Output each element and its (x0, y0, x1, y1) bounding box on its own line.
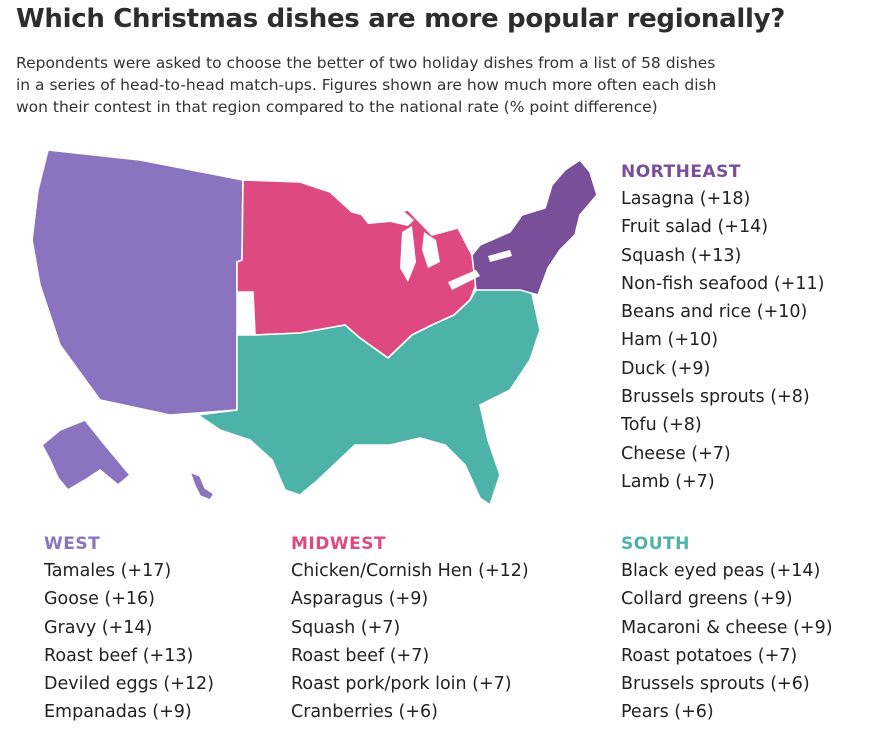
northeast-item: Fruit salad (+14) (621, 217, 769, 238)
region-northeast-shape (471, 159, 598, 296)
region-west-shape (31, 149, 244, 416)
midwest-heading: MIDWEST (291, 534, 387, 554)
west-item: Gravy (+14) (44, 617, 153, 638)
south-item: Black eyed peas (+14) (621, 561, 821, 581)
midwest-item: Roast beef (+7) (291, 645, 430, 666)
great-lakes (422, 232, 440, 268)
northeast-item: Lamb (+7) (621, 471, 715, 492)
south-heading: SOUTH (621, 534, 690, 554)
page-title: Which Christmas dishes are more popular … (16, 4, 786, 34)
midwest-item: Roast pork/pork loin (+7) (291, 674, 512, 695)
hawaii-shape (189, 471, 215, 501)
alaska-shape (41, 419, 131, 491)
south-item: Collard greens (+9) (621, 589, 793, 610)
midwest-item: Chicken/Cornish Hen (+12) (291, 561, 529, 581)
midwest-item: Cranberries (+6) (291, 702, 438, 723)
subtitle: Repondents were asked to choose the bett… (16, 52, 876, 118)
midwest-list: MIDWEST Chicken/Cornish Hen (+12) Aspara… (291, 531, 529, 727)
great-lakes (488, 250, 512, 262)
great-lakes (400, 226, 416, 282)
northeast-item: Ham (+10) (621, 330, 719, 351)
west-item: Goose (+16) (44, 589, 156, 610)
subtitle-line: in a series of head-to-head match-ups. F… (16, 76, 717, 94)
south-item: Macaroni & cheese (+9) (621, 617, 833, 638)
subtitle-line: Repondents were asked to choose the bett… (16, 54, 716, 72)
northeast-item: Brussels sprouts (+8) (621, 387, 810, 408)
midwest-item: Squash (+7) (291, 617, 401, 638)
northeast-item: Duck (+9) (621, 358, 711, 379)
south-list: SOUTH Black eyed peas (+14) Collard gree… (621, 531, 833, 727)
northeast-item: Tofu (+8) (621, 415, 702, 436)
south-item: Pears (+6) (621, 702, 714, 723)
west-item: Deviled eggs (+12) (44, 674, 215, 695)
region-south-shape (197, 284, 541, 506)
northeast-item: Non-fish seafood (+11) (621, 273, 825, 294)
northeast-list: NORTHEAST Lasagna (+18) Fruit salad (+14… (621, 159, 824, 496)
west-heading: WEST (44, 534, 101, 554)
northeast-item: Lasagna (+18) (621, 189, 751, 209)
northeast-item: Beans and rice (+10) (621, 302, 808, 323)
great-lakes (448, 270, 480, 290)
west-item: Tamales (+17) (44, 561, 172, 581)
subtitle-line: won their contest in that region compare… (16, 98, 658, 116)
south-item: Roast potatoes (+7) (621, 645, 798, 666)
northeast-item: Squash (+13) (621, 245, 742, 266)
northeast-heading: NORTHEAST (621, 162, 741, 182)
west-list: WEST Tamales (+17) Goose (+16) Gravy (+1… (44, 531, 214, 727)
midwest-item: Asparagus (+9) (291, 589, 429, 610)
south-item: Brussels sprouts (+6) (621, 674, 810, 695)
northeast-item: Cheese (+7) (621, 443, 731, 464)
us-region-map (31, 149, 598, 506)
great-lakes (360, 208, 414, 226)
west-item: Empanadas (+9) (44, 702, 192, 723)
west-item: Roast beef (+13) (44, 645, 194, 666)
